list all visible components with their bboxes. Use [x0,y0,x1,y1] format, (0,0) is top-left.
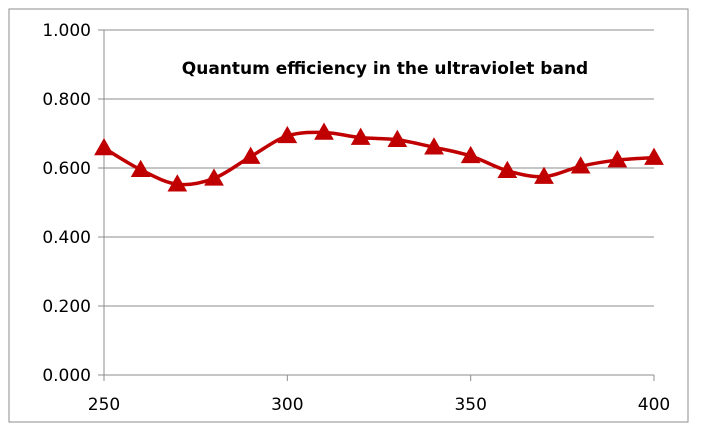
data-point-marker [167,174,188,192]
data-point-marker [387,129,408,147]
y-tick-label: 0.600 [42,159,91,179]
data-point-marker [534,166,554,184]
data-point-marker [350,127,371,145]
series-line [102,130,656,187]
data-point-marker [644,147,664,165]
data-point-marker [94,137,114,156]
x-tick-label: 300 [271,395,303,415]
y-tick-label: 0.400 [42,228,91,248]
data-point-marker [130,159,151,177]
y-tick-label: 1.000 [42,21,91,41]
data-point-marker [607,150,628,168]
data-point-marker [424,137,444,155]
y-tick-label: 0.200 [42,297,91,317]
data-point-marker [277,125,298,144]
data-point-marker [240,146,261,164]
y-tick-label: 0.000 [42,366,91,386]
data-point-marker [497,160,518,179]
chart-title: Quantum efficiency in the ultraviolet ba… [182,59,588,79]
tick-labels: 0.000 0.200 0.400 0.600 0.800 1.000 250 300 350 4… [42,21,670,415]
data-point-marker [460,145,481,164]
data-point-marker [570,156,591,174]
x-tick-label: 350 [454,395,486,415]
series-layer [94,122,664,192]
data-point-marker [204,168,224,186]
y-tick-label: 0.800 [42,90,91,110]
x-tick-label: 250 [88,395,120,415]
chart-border [8,8,689,423]
x-tick-label: 400 [638,395,670,415]
gridlines [104,29,654,307]
axes [98,29,655,381]
data-point-marker [314,122,334,140]
